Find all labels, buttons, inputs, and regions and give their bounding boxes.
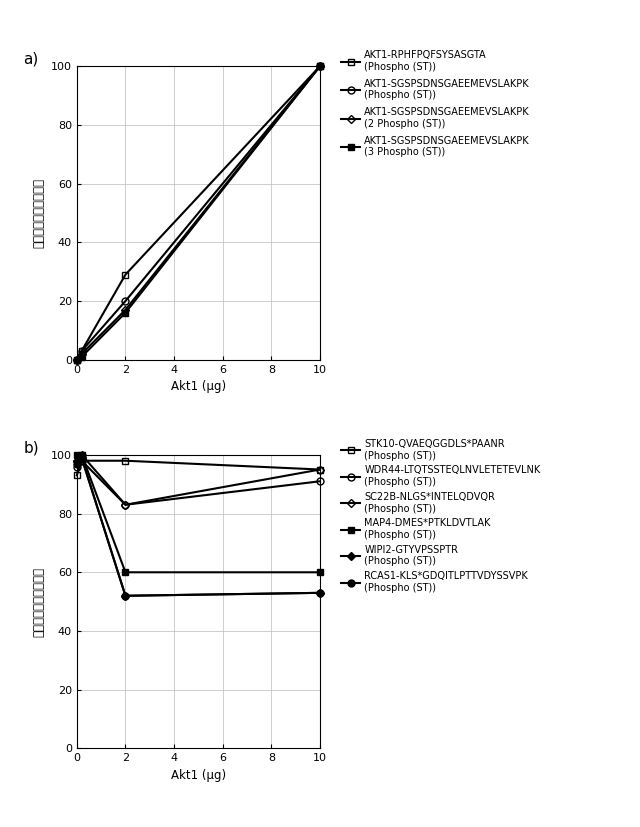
Text: b): b) (23, 440, 39, 455)
X-axis label: Akt1 (μg): Akt1 (μg) (171, 769, 226, 782)
Legend: AKT1-RPHFPQFSYSASGTA
(Phospho (ST)), AKT1-SGSPSDNSGAEEMEVSLAKPK
(Phospho (ST)), : AKT1-RPHFPQFSYSASGTA (Phospho (ST)), AKT… (341, 50, 530, 157)
Y-axis label: 強度（最大強度の％）: 強度（最大強度の％） (33, 178, 45, 248)
Legend: STK10-QVAEQGGDLS*PAANR
(Phospho (ST)), WDR44-LTQTSSTEQLNVLETETEVLNK
(Phospho (ST: STK10-QVAEQGGDLS*PAANR (Phospho (ST)), W… (341, 439, 540, 593)
Y-axis label: 強度（最大強度の％）: 強度（最大強度の％） (33, 566, 45, 637)
Text: a): a) (23, 51, 38, 66)
X-axis label: Akt1 (μg): Akt1 (μg) (171, 380, 226, 393)
